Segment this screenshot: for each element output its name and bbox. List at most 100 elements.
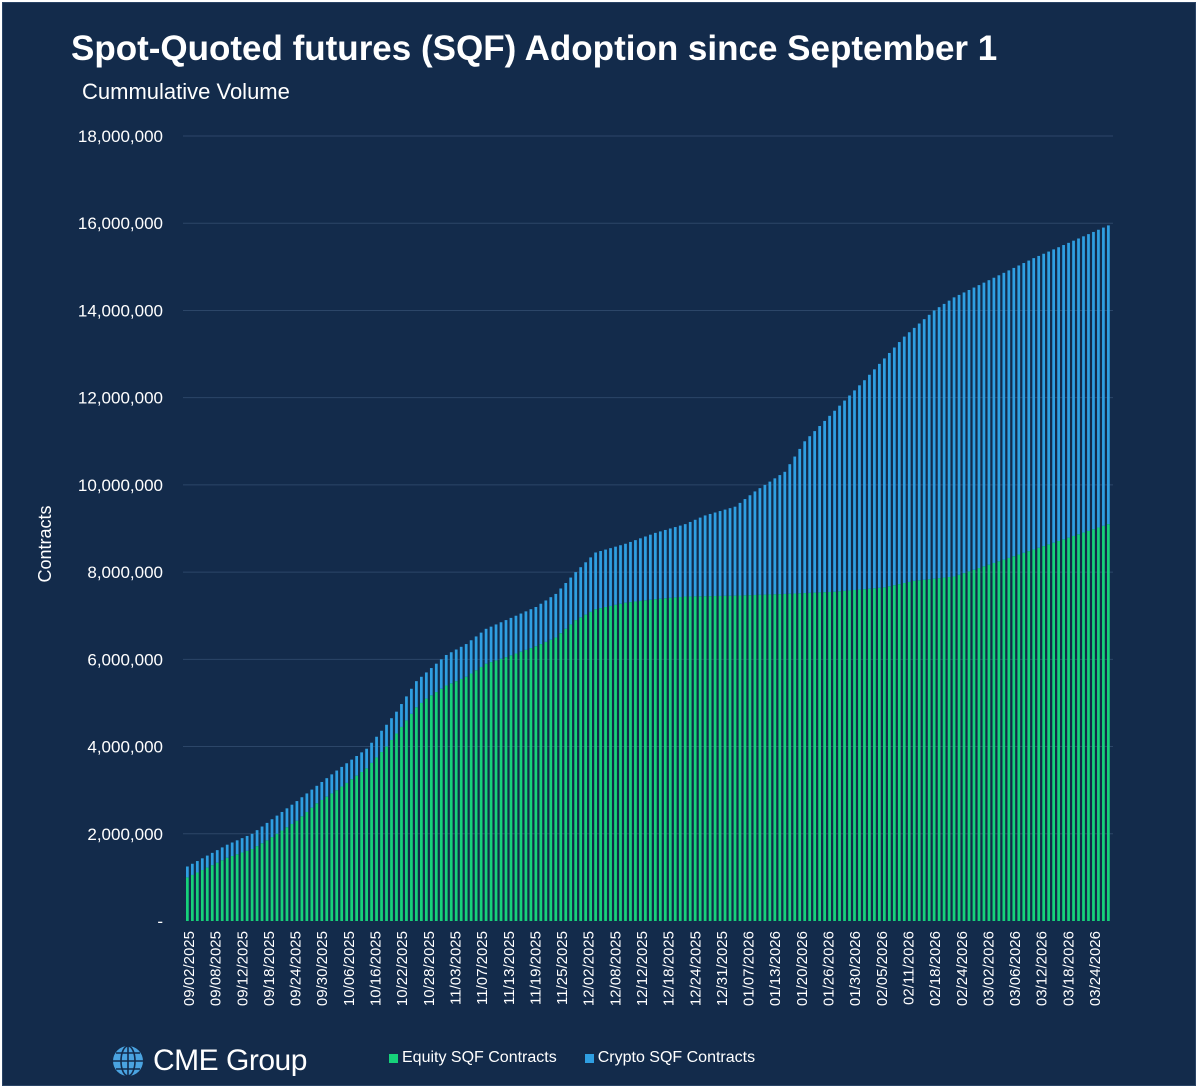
chart-plot: - 2,000,000 4,000,000 6,000,000 8,000,000 10,…: [35, 127, 1113, 1006]
bar-equity: [1012, 556, 1016, 921]
bar-equity: [673, 597, 677, 921]
bar-crypto: [539, 603, 543, 645]
bar-crypto: [1062, 245, 1065, 540]
x-tick-label: 01/13/2026: [767, 931, 784, 1006]
x-tick-label: 01/20/2026: [794, 931, 811, 1006]
bar-equity: [255, 846, 259, 921]
bar-equity: [310, 807, 314, 921]
bar-equity: [708, 596, 712, 921]
x-tick-label: 09/12/2025: [234, 931, 251, 1006]
bar-equity: [882, 587, 886, 922]
bar-equity: [788, 593, 792, 921]
bar-equity: [823, 592, 826, 921]
bar-equity: [345, 782, 349, 921]
bar-crypto: [320, 781, 324, 800]
bar-crypto: [275, 815, 279, 834]
x-tick-label: 01/26/2026: [821, 931, 838, 1006]
bar-equity: [1057, 541, 1060, 921]
bar-crypto: [693, 519, 697, 597]
bar-equity: [927, 579, 931, 921]
bar-equity: [828, 591, 831, 921]
bar-equity: [912, 580, 916, 921]
bar-crypto: [703, 515, 707, 597]
bar-crypto: [977, 285, 981, 569]
bar-crypto: [519, 613, 523, 652]
bar-equity: [738, 595, 742, 921]
bar-equity: [355, 775, 359, 921]
bar-crypto: [967, 290, 971, 572]
bar-crypto: [892, 347, 896, 586]
bar-equity: [718, 595, 722, 921]
bar-equity: [753, 594, 757, 921]
bar-crypto: [484, 628, 488, 664]
x-tick-label: 12/31/2025: [714, 931, 731, 1006]
bar-crypto: [449, 652, 453, 684]
bar-equity: [937, 578, 941, 921]
x-tick-label: 11/07/2025: [474, 931, 491, 1005]
bar-equity: [534, 646, 538, 921]
bar-crypto: [504, 620, 508, 658]
bar-equity: [848, 590, 851, 921]
bar-equity: [330, 793, 334, 921]
bar-equity: [285, 827, 289, 921]
bar-equity: [509, 655, 513, 921]
bar-crypto: [713, 512, 717, 597]
bar-crypto: [295, 801, 299, 821]
bar-crypto: [315, 785, 319, 804]
x-tick-label: 01/30/2026: [847, 931, 864, 1006]
bar-crypto: [479, 632, 483, 667]
bar-equity: [1017, 554, 1021, 921]
bar-equity: [479, 666, 483, 921]
bar-equity: [190, 874, 194, 921]
bar-crypto: [474, 636, 478, 671]
bar-crypto: [464, 644, 468, 677]
bar-crypto: [599, 551, 602, 609]
bar-equity: [619, 603, 622, 921]
bar-equity: [1037, 547, 1041, 921]
y-tick-label: 18,000,000: [78, 127, 163, 146]
logo-text: CME Group: [153, 1044, 307, 1077]
bar-crypto: [1022, 263, 1026, 553]
bar-crypto: [952, 297, 956, 577]
bar-crypto: [230, 842, 234, 857]
bar-crypto: [609, 548, 612, 606]
x-tick-label: 01/07/2026: [741, 931, 758, 1006]
bar-crypto: [509, 617, 513, 656]
bar-crypto: [629, 541, 632, 603]
bar-crypto: [405, 696, 408, 721]
bar-equity: [932, 578, 936, 921]
x-tick-label: 03/06/2026: [1007, 931, 1024, 1006]
bar-equity: [265, 840, 269, 921]
bar-crypto: [260, 826, 264, 844]
bar-crypto: [534, 607, 538, 647]
bar-crypto: [917, 323, 921, 581]
bar-equity: [1062, 539, 1065, 921]
bar-crypto: [1012, 267, 1016, 557]
bar-equity: [574, 620, 578, 921]
bar-crypto: [265, 822, 269, 841]
bar-equity: [395, 733, 398, 921]
bar-crypto: [678, 525, 682, 597]
x-tick-label: 09/18/2025: [261, 931, 278, 1006]
bar-crypto: [907, 332, 911, 582]
bar-equity: [200, 870, 204, 921]
bar-crypto: [200, 858, 204, 871]
bar-equity: [917, 580, 921, 921]
bar-equity: [743, 595, 747, 921]
bar-equity: [529, 648, 533, 921]
bar-equity: [325, 796, 329, 921]
bar-crypto: [225, 844, 229, 858]
bar-equity: [270, 837, 274, 921]
bar-crypto: [897, 342, 901, 585]
bar-equity: [604, 607, 607, 921]
bar-equity: [300, 816, 304, 921]
bar-crypto: [494, 624, 498, 661]
bar-equity: [748, 595, 752, 921]
legend-label-equity: Equity SQF Contracts: [402, 1049, 557, 1066]
bar-equity: [668, 597, 672, 921]
bar-equity: [838, 591, 841, 921]
bar-crypto: [360, 752, 363, 772]
bar-equity: [728, 595, 732, 921]
bar-equity: [544, 641, 548, 921]
bar-crypto: [584, 562, 588, 615]
